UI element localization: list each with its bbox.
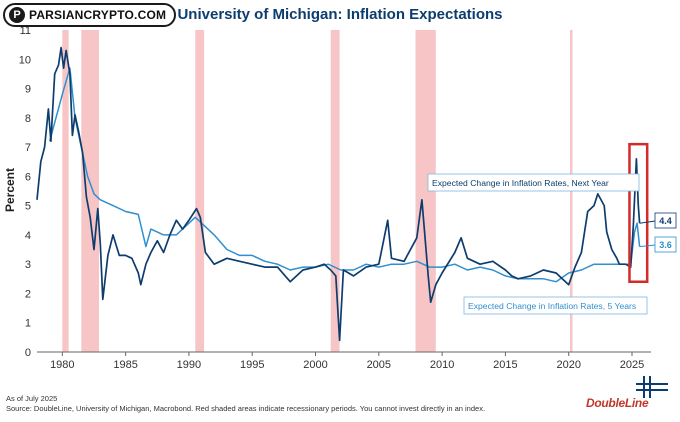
y-tick-label: 5 [25, 201, 31, 213]
series-line-next-year [36, 46, 641, 342]
x-tick-label: 2010 [430, 359, 454, 371]
footer-as-of: As of July 2025 [6, 394, 58, 403]
recession-band-3 [330, 30, 340, 352]
y-tick-label: 4 [25, 230, 31, 242]
y-axis-label: Percent [3, 168, 17, 212]
recession-band-1 [81, 30, 100, 352]
y-tick-label: 8 [25, 113, 31, 125]
end-label-box [654, 212, 677, 229]
highlight-box [628, 142, 649, 283]
y-tick-label: 0 [25, 347, 31, 359]
watermark-text: PARSIANCRYPTO.COM [29, 8, 167, 22]
annotation-box-0 [427, 173, 640, 192]
y-tick-label: 3 [25, 259, 31, 271]
y-tick-label: 6 [25, 171, 31, 183]
y-tick-label: 11 [20, 25, 31, 37]
y-tick-label: 9 [25, 84, 31, 96]
x-tick-label: 1990 [177, 359, 201, 371]
annotation-box-1 [463, 296, 648, 315]
x-tick-label: 1985 [113, 359, 137, 371]
end-label-box [654, 236, 677, 253]
annotation-label-1: Expected Change in Inflation Rates, 5 Ye… [468, 301, 636, 311]
footer-source: Source: DoubleLine, University of Michig… [6, 404, 486, 413]
annotation-label-0: Expected Change in Inflation Rates, Next… [432, 178, 609, 188]
y-tick-label: 2 [25, 288, 31, 300]
x-tick-label: 1995 [240, 359, 264, 371]
recession-band-2 [195, 30, 205, 352]
end-value-label: 3.6 [659, 240, 672, 250]
doubleline-logo-icon [636, 376, 668, 398]
x-tick-label: 2000 [303, 359, 327, 371]
doubleline-logo-text: DoubleLine [586, 396, 649, 410]
x-tick-label: 1980 [50, 359, 74, 371]
x-tick-label: 2015 [493, 359, 517, 371]
y-tick-label: 10 [19, 54, 31, 66]
series-line-5-years [48, 67, 641, 283]
y-tick-label: 7 [25, 142, 31, 154]
doubleline-logo: DoubleLine [584, 376, 670, 416]
x-tick-label: 2025 [620, 359, 644, 371]
recession-band-4 [415, 30, 436, 352]
watermark: P PARSIANCRYPTO.COM [3, 3, 177, 27]
chart-title: University of Michigan: Inflation Expect… [177, 6, 502, 23]
watermark-logo-icon: P [9, 7, 25, 23]
end-value-label: 4.4 [659, 216, 672, 226]
recession-band-0 [62, 30, 69, 352]
x-tick-label: 2005 [367, 359, 391, 371]
end-label-connector [639, 244, 656, 248]
x-tick-label: 2020 [556, 359, 580, 371]
end-label-connector [639, 220, 656, 224]
y-tick-label: 1 [25, 318, 31, 330]
